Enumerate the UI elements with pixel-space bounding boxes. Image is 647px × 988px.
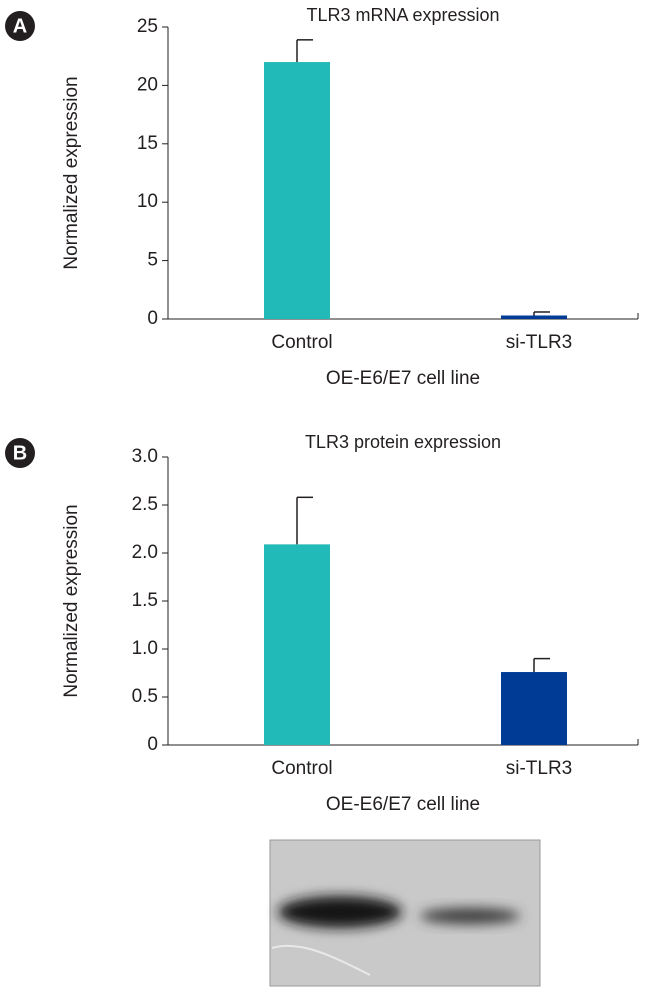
y-tick-label: 2.0 — [132, 542, 158, 563]
y-tick-label: 2.5 — [132, 494, 158, 515]
y-axis-label: Normalized expression — [61, 76, 82, 269]
y-tick-label: 5 — [147, 250, 158, 271]
panel-label: A — [13, 15, 27, 37]
y-tick-label: 15 — [137, 133, 158, 154]
x-tick-label: Control — [271, 758, 332, 779]
bar — [264, 62, 330, 319]
y-tick-label: 10 — [137, 191, 158, 212]
panel-label: B — [13, 442, 27, 464]
y-tick-label: 25 — [137, 16, 158, 37]
x-tick-label: si-TLR3 — [506, 758, 573, 779]
y-tick-label: 3.0 — [132, 446, 158, 467]
bar — [264, 544, 330, 745]
y-tick-label: 0.5 — [132, 686, 158, 707]
western-blot — [269, 839, 541, 987]
panel-badge — [5, 438, 35, 468]
x-tick-label: si-TLR3 — [506, 332, 573, 353]
chart-title: TLR3 protein expression — [305, 432, 501, 452]
y-tick-label: 0 — [147, 308, 158, 329]
y-tick-label: 20 — [137, 74, 158, 95]
chart-title: TLR3 mRNA expression — [306, 5, 499, 25]
x-axis-label: OE-E6/E7 cell line — [326, 794, 480, 815]
y-axis-label: Normalized expression — [61, 504, 82, 697]
x-tick-label: Control — [271, 332, 332, 353]
bar — [501, 315, 567, 319]
y-tick-label: 1.5 — [132, 590, 158, 611]
y-tick-label: 1.0 — [132, 638, 158, 659]
panel-badge — [5, 11, 35, 41]
bar — [501, 672, 567, 745]
x-axis-label: OE-E6/E7 cell line — [326, 368, 480, 389]
y-tick-label: 0 — [147, 734, 158, 755]
